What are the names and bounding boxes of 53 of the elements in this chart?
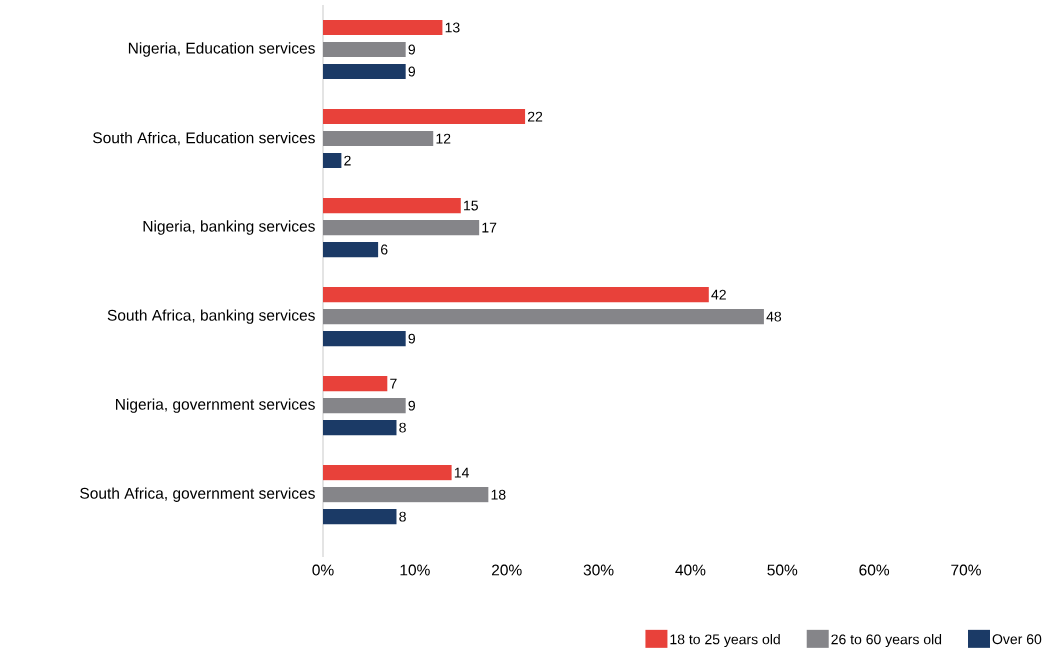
bar bbox=[323, 287, 709, 303]
data-label: 6 bbox=[381, 244, 388, 255]
data-label: 12 bbox=[436, 133, 451, 144]
data-label: 15 bbox=[464, 200, 478, 211]
y-tick-label: Nigeria, banking services bbox=[143, 220, 315, 235]
data-label: 22 bbox=[527, 111, 543, 122]
y-tick-label: South Africa, government services bbox=[80, 487, 315, 502]
x-tick-label: 60% bbox=[859, 564, 890, 576]
x-tick-label: 0% bbox=[312, 564, 334, 576]
bar bbox=[323, 398, 406, 414]
bar bbox=[323, 108, 526, 125]
bar bbox=[323, 509, 397, 525]
bar bbox=[323, 420, 397, 436]
data-label: 9 bbox=[408, 333, 415, 344]
bar bbox=[323, 220, 480, 236]
data-label: 18 bbox=[491, 489, 506, 500]
bar bbox=[323, 242, 379, 258]
data-label: 42 bbox=[711, 289, 726, 300]
bar bbox=[323, 331, 406, 347]
data-label: 14 bbox=[454, 467, 469, 478]
legend-label: Over 60 bbox=[992, 634, 1042, 645]
bar bbox=[323, 152, 342, 169]
data-label: 8 bbox=[399, 511, 406, 522]
bar bbox=[323, 309, 764, 325]
data-label: 8 bbox=[399, 422, 406, 433]
bar bbox=[323, 130, 434, 147]
bar bbox=[323, 465, 452, 481]
x-tick-label: 30% bbox=[583, 564, 614, 576]
data-label: 17 bbox=[482, 222, 497, 233]
x-tick-label: 10% bbox=[400, 564, 430, 576]
bar bbox=[323, 198, 461, 214]
data-label: 13 bbox=[445, 22, 460, 33]
x-tick-label: 20% bbox=[491, 564, 522, 576]
data-label: 7 bbox=[390, 378, 397, 389]
y-tick-label: Nigeria, Education services bbox=[128, 42, 315, 57]
data-label: 9 bbox=[408, 66, 415, 77]
data-label: 48 bbox=[766, 311, 782, 322]
data-label: 2 bbox=[344, 155, 351, 166]
legend-label: 18 to 25 years old bbox=[670, 634, 780, 648]
x-tick-label: 40% bbox=[675, 564, 706, 576]
x-tick-label: 70% bbox=[951, 564, 981, 576]
y-tick-label: South Africa, banking services bbox=[107, 309, 315, 324]
data-label: 9 bbox=[408, 400, 415, 411]
bar bbox=[323, 63, 406, 80]
y-tick-label: South Africa, Education services bbox=[93, 131, 315, 146]
bar bbox=[323, 41, 406, 58]
data-label: 9 bbox=[408, 44, 415, 55]
legend-label: 26 to 60 years old bbox=[831, 634, 942, 648]
y-tick-label: Nigeria, government services bbox=[116, 398, 315, 413]
bar bbox=[323, 376, 388, 392]
bar bbox=[323, 487, 489, 503]
x-tick-label: 50% bbox=[767, 564, 798, 576]
bar bbox=[323, 19, 443, 36]
